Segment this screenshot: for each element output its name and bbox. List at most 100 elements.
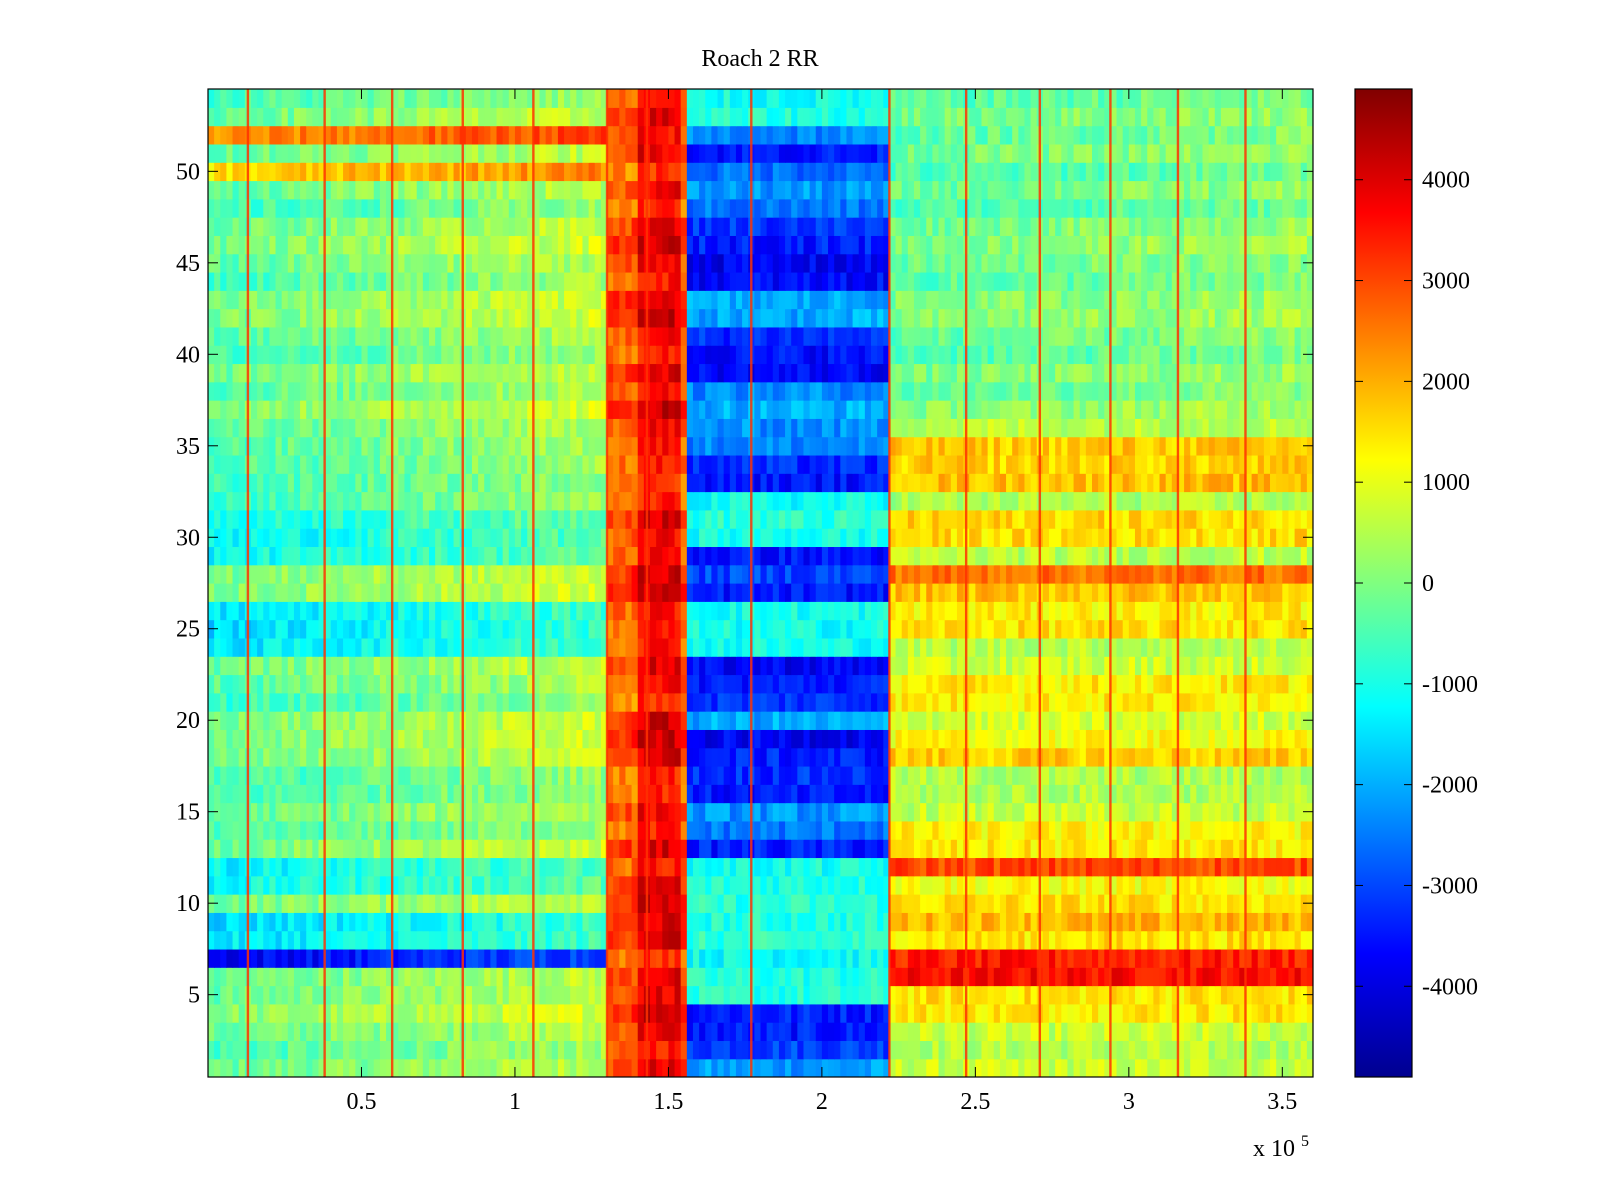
heatmap-cell [662, 583, 670, 602]
heatmap-cell [883, 583, 891, 602]
heatmap-cell [1288, 747, 1296, 767]
heatmap-cell [250, 656, 258, 676]
heatmap-cell [1245, 656, 1253, 676]
heatmap-cell [821, 637, 829, 657]
heatmap-cell [1214, 820, 1222, 840]
heatmap-cell [871, 1003, 878, 1023]
heatmap-cell [981, 1058, 989, 1077]
heatmap-cell [269, 1058, 277, 1077]
heatmap-cell [269, 930, 277, 950]
heatmap-cell [478, 619, 485, 639]
heatmap-cell [1190, 930, 1197, 950]
heatmap-cell [828, 1058, 835, 1077]
heatmap-cell [257, 656, 264, 676]
heatmap-cell [564, 765, 571, 785]
heatmap-cell [422, 912, 430, 932]
heatmap-cell [1270, 930, 1277, 950]
heatmap-cell [361, 711, 369, 730]
heatmap-cell [410, 784, 418, 804]
heatmap-cell [674, 784, 682, 804]
heatmap-cell [625, 656, 633, 676]
heatmap-cell [723, 619, 731, 639]
heatmap-cell [306, 637, 313, 657]
heatmap-cell [496, 601, 504, 621]
heatmap-cell [913, 711, 921, 730]
heatmap-cell [1208, 912, 1216, 932]
heatmap-cell [975, 637, 983, 657]
heatmap-cell [502, 967, 510, 987]
heatmap-cell [496, 674, 504, 694]
heatmap-cell [791, 912, 798, 932]
heatmap-cell [742, 1022, 749, 1042]
heatmap-cell [490, 820, 498, 840]
heatmap-cell [1306, 948, 1313, 968]
heatmap-cell [508, 894, 516, 913]
heatmap-cell [846, 656, 854, 676]
heatmap-cell [1153, 857, 1161, 877]
heatmap-cell [1159, 839, 1167, 859]
heatmap-cell [711, 930, 719, 950]
heatmap-cell [613, 857, 620, 877]
heatmap-cell [441, 857, 449, 877]
heatmap-cell [1208, 729, 1216, 749]
heatmap-cell [1092, 930, 1099, 950]
heatmap-cell [269, 564, 277, 584]
heatmap-cell [791, 656, 798, 676]
heatmap-cell [969, 857, 976, 877]
heatmap-cell [895, 784, 903, 804]
heatmap-cell [613, 583, 620, 602]
heatmap-cell [1239, 1040, 1247, 1060]
heatmap-cell [508, 820, 516, 840]
heatmap-cell [287, 894, 295, 913]
heatmap-cell [1159, 875, 1167, 895]
heatmap-cell [803, 894, 811, 913]
heatmap-cell [594, 601, 602, 621]
heatmap-cell [1067, 1040, 1075, 1060]
heatmap-cell [1122, 674, 1130, 694]
heatmap-cell [619, 875, 627, 895]
heatmap-cell [1276, 1003, 1283, 1023]
heatmap-cell [1159, 985, 1167, 1005]
heatmap-cell [852, 729, 860, 749]
heatmap-cell [901, 967, 909, 987]
heatmap-cell [1030, 692, 1038, 712]
heatmap-cell [465, 674, 473, 694]
heatmap-cell [404, 930, 412, 950]
heatmap-cell [306, 711, 313, 730]
heatmap-cell [392, 784, 399, 804]
heatmap-cell [797, 692, 805, 712]
heatmap-cell [1147, 857, 1154, 877]
heatmap-cell [361, 1003, 369, 1023]
heatmap-cell [637, 619, 645, 639]
heatmap-cell [539, 619, 547, 639]
heatmap-cell [1214, 765, 1222, 785]
heatmap-cell [410, 674, 418, 694]
heatmap-cell [293, 656, 301, 676]
heatmap-cell [484, 711, 491, 730]
heatmap-cell [398, 784, 406, 804]
heatmap-cell [834, 656, 841, 676]
heatmap-cell [1067, 747, 1075, 767]
heatmap-cell [275, 564, 283, 584]
heatmap-cell [484, 564, 491, 584]
heatmap-cell [1171, 784, 1179, 804]
heatmap-cell [969, 1003, 976, 1023]
heatmap-cell [1012, 583, 1019, 602]
heatmap-cell [330, 948, 338, 968]
heatmap-cell [803, 583, 811, 602]
heatmap-cell [502, 802, 510, 822]
heatmap-cell [539, 674, 547, 694]
heatmap-cell [1085, 1022, 1093, 1042]
heatmap-cell [306, 765, 313, 785]
heatmap-cell [846, 894, 854, 913]
heatmap-cell [404, 1058, 412, 1077]
heatmap-cell [594, 619, 602, 639]
heatmap-cell [975, 948, 983, 968]
heatmap-cell [699, 948, 706, 968]
heatmap-cell [1294, 857, 1302, 877]
heatmap-cell [1227, 656, 1234, 676]
heatmap-cell [447, 711, 455, 730]
heatmap-cell [361, 601, 369, 621]
heatmap-cell [901, 765, 909, 785]
heatmap-cell [1110, 637, 1118, 657]
